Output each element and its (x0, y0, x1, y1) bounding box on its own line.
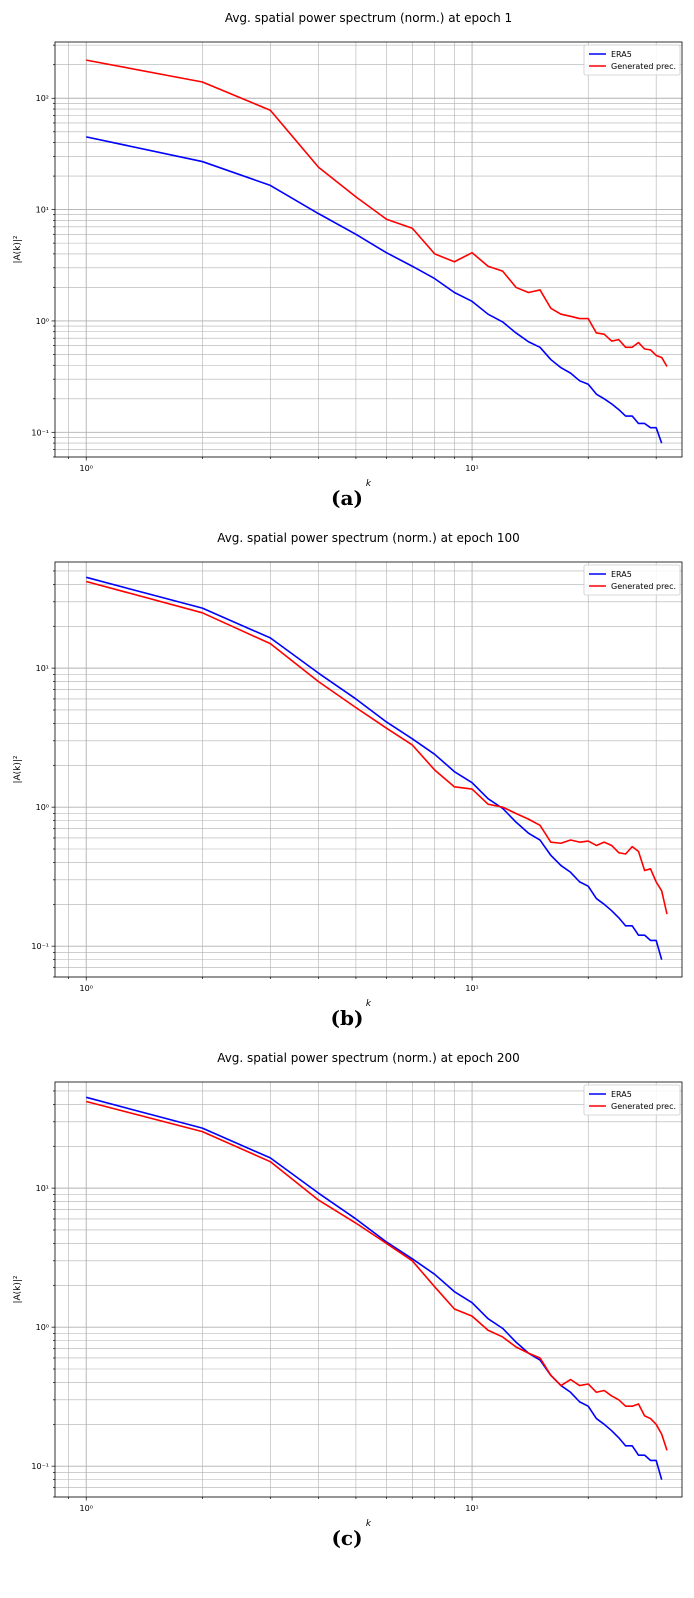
panel-caption: (a) (331, 486, 363, 510)
y-tick-label: 10⁻¹ (31, 942, 49, 951)
gridlines (55, 562, 682, 978)
ticks (51, 44, 657, 461)
chart-title: Avg. spatial power spectrum (norm.) at e… (217, 1051, 520, 1065)
x-tick-label: 10¹ (465, 1504, 478, 1513)
y-axis-label: |A(k)|² (13, 755, 23, 783)
plot-frame (54, 41, 683, 458)
legend-entry: ERA5 (611, 50, 632, 59)
x-axis-label: k (366, 479, 372, 489)
x-axis-label: k (366, 999, 372, 1009)
y-tick-label: 10¹ (36, 664, 49, 673)
plot-frame (54, 561, 683, 978)
legend-entry: Generated prec. (611, 62, 676, 71)
x-tick-label: 10⁰ (80, 984, 93, 993)
gridlines (55, 42, 682, 458)
y-tick-label: 10⁰ (36, 317, 49, 326)
series-line-era5 (86, 576, 663, 960)
series-line-era5 (86, 1096, 663, 1480)
legend-entry: Generated prec. (611, 1102, 676, 1111)
legend-entry: Generated prec. (611, 582, 676, 591)
legend: ERA5 Generated prec. (583, 1084, 681, 1116)
y-axis-label: |A(k)|² (13, 235, 23, 263)
legend-entry: ERA5 (611, 1090, 632, 1099)
y-tick-label: 10⁻¹ (31, 428, 49, 437)
series-line-generated (86, 1100, 668, 1451)
x-tick-label: 10¹ (465, 984, 478, 993)
y-tick-label: 10¹ (36, 1184, 49, 1193)
legend-box (583, 564, 681, 596)
legend-box (583, 1084, 681, 1116)
y-tick-label: 10⁻¹ (31, 1462, 49, 1471)
panel-caption: (c) (331, 1526, 362, 1550)
legend-entry: ERA5 (611, 570, 632, 579)
gridlines (55, 1082, 682, 1498)
chart-panel-1: Avg. spatial power spectrum (norm.) at e… (13, 11, 683, 510)
x-tick-label: 10⁰ (80, 1504, 93, 1513)
chart-panel-3: Avg. spatial power spectrum (norm.) at e… (13, 1051, 683, 1550)
chart-title: Avg. spatial power spectrum (norm.) at e… (217, 531, 520, 545)
series-line-generated (86, 59, 668, 367)
x-tick-label: 10¹ (465, 464, 478, 473)
legend-box (583, 44, 681, 76)
y-tick-label: 10¹ (36, 206, 49, 215)
chart-panel-2: Avg. spatial power spectrum (norm.) at e… (13, 531, 683, 1030)
legend: ERA5 Generated prec. (583, 564, 681, 596)
ticks (51, 570, 657, 981)
x-axis-label: k (366, 1519, 372, 1529)
plot-frame (54, 1081, 683, 1498)
legend: ERA5 Generated prec. (583, 44, 681, 76)
x-tick-label: 10⁰ (80, 464, 93, 473)
y-tick-label: 10⁰ (36, 1323, 49, 1332)
series-line-era5 (86, 136, 663, 444)
y-axis-label: |A(k)|² (13, 1275, 23, 1303)
y-tick-label: 10² (36, 94, 49, 103)
chart-title: Avg. spatial power spectrum (norm.) at e… (225, 11, 512, 25)
panel-caption: (b) (331, 1006, 364, 1030)
ticks (51, 1090, 657, 1501)
series-line-generated (86, 580, 668, 915)
y-tick-label: 10⁰ (36, 803, 49, 812)
